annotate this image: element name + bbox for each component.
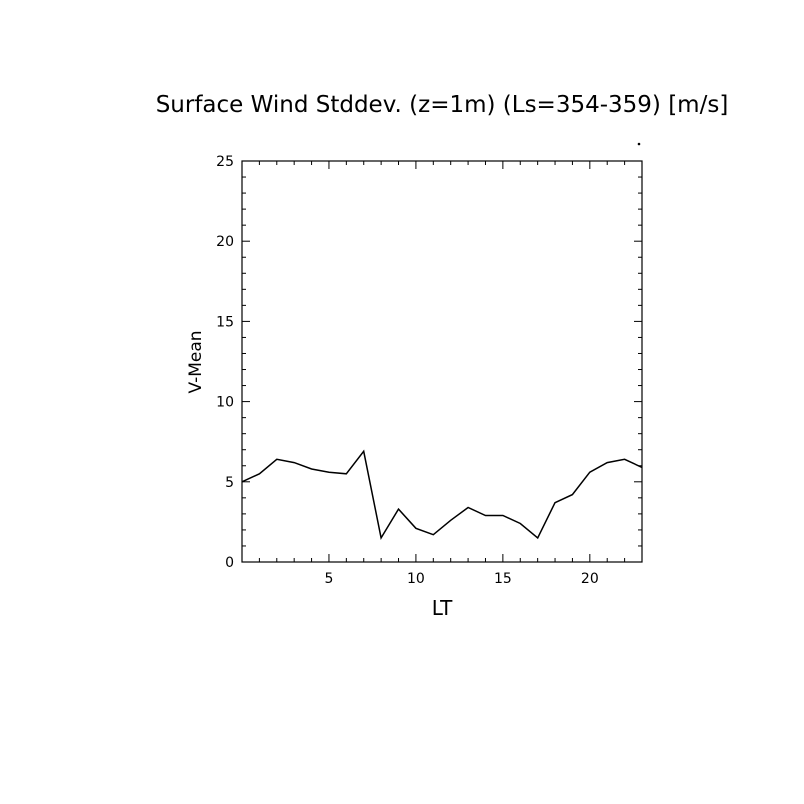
corner-dot-marker	[637, 142, 641, 146]
x-tick-label: 5	[324, 571, 333, 587]
plot-area: 5 10 15 20 0 5 10 15 20 25	[216, 154, 643, 587]
x-tick-label: 15	[494, 571, 512, 587]
y-tick-label: 5	[225, 475, 234, 491]
series-line	[241, 449, 643, 540]
x-axis-label: LT	[432, 596, 453, 620]
y-tick-label: 25	[216, 154, 234, 170]
y-tick-label: 10	[216, 395, 234, 411]
y-tick-label: 0	[225, 555, 234, 571]
y-tick-label: 20	[216, 234, 234, 250]
x-tick-label: 10	[407, 571, 425, 587]
x-tick-label: 20	[581, 571, 599, 587]
y-tick-label: 15	[216, 314, 234, 330]
plot-frame	[241, 160, 643, 563]
chart-title: Surface Wind Stddev. (z=1m) (Ls=354-359)…	[156, 92, 729, 118]
y-axis-label: V-Mean	[186, 330, 206, 393]
